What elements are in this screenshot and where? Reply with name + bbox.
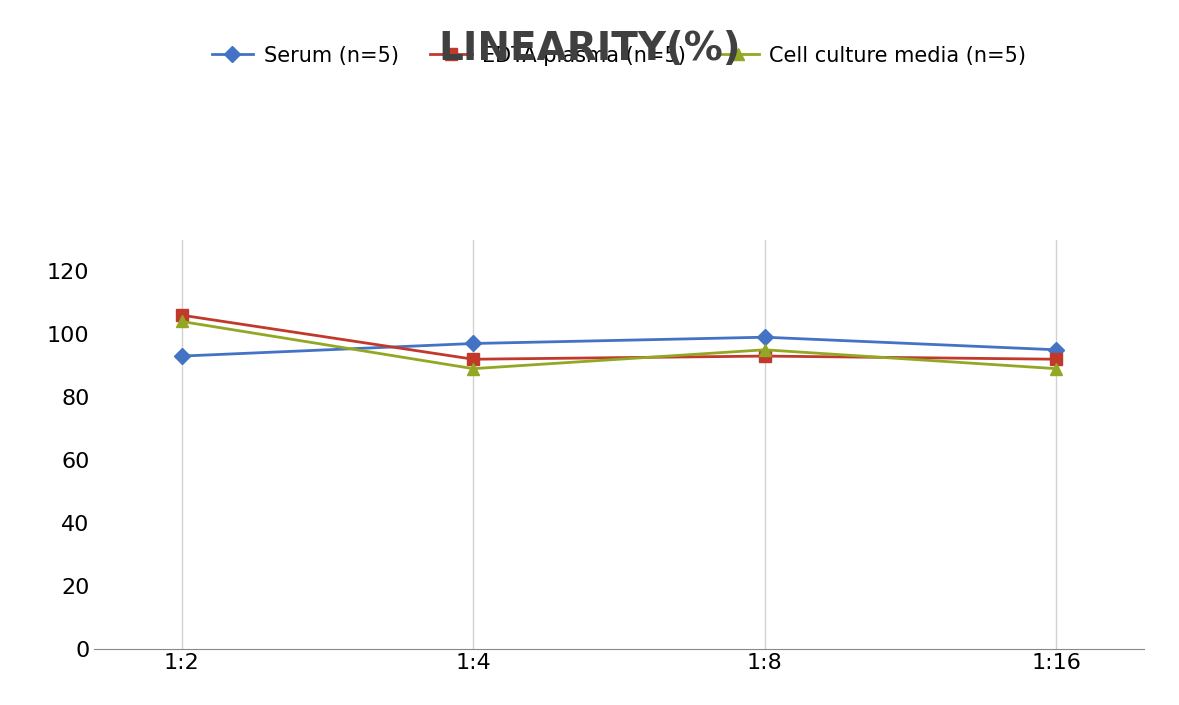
EDTA plasma (n=5) (758, 352, 772, 360)
EDTA plasma (n=5) (466, 355, 480, 364)
Cell culture media (n=5) (174, 317, 189, 326)
Line: EDTA plasma (n=5): EDTA plasma (n=5) (176, 309, 1062, 364)
Cell culture media (n=5) (1049, 364, 1063, 373)
EDTA plasma (n=5) (174, 311, 189, 319)
EDTA plasma (n=5) (1049, 355, 1063, 364)
Cell culture media (n=5) (466, 364, 480, 373)
Cell culture media (n=5) (758, 345, 772, 354)
Serum (n=5) (466, 339, 480, 348)
Serum (n=5) (174, 352, 189, 360)
Serum (n=5) (1049, 345, 1063, 354)
Text: LINEARITY(%): LINEARITY(%) (439, 30, 740, 68)
Serum (n=5) (758, 333, 772, 341)
Line: Serum (n=5): Serum (n=5) (176, 331, 1062, 362)
Legend: Serum (n=5), EDTA plasma (n=5), Cell culture media (n=5): Serum (n=5), EDTA plasma (n=5), Cell cul… (203, 37, 1035, 75)
Line: Cell culture media (n=5): Cell culture media (n=5) (176, 316, 1062, 374)
